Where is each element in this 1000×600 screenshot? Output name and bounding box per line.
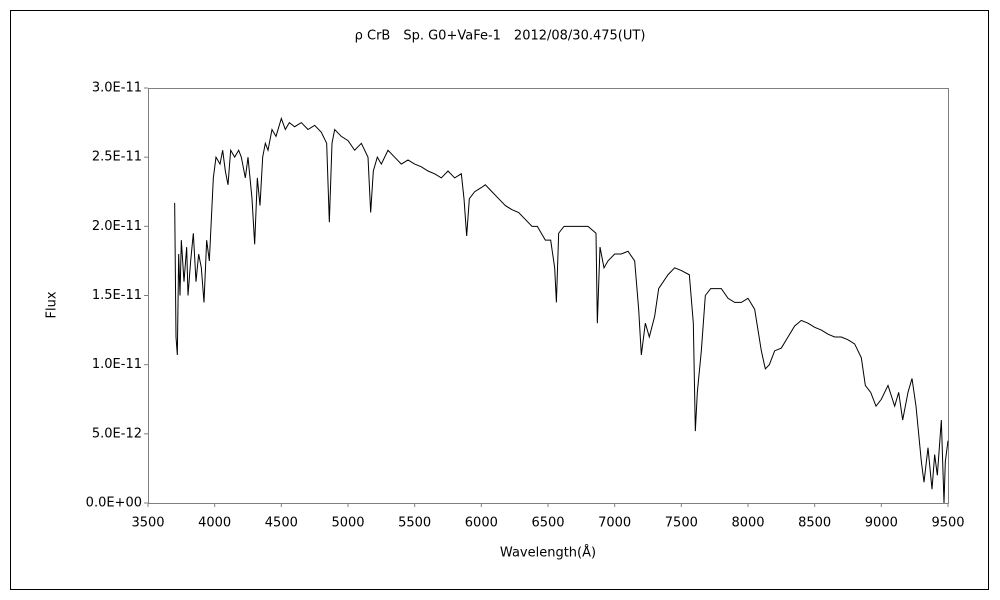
y-tick-label: 2.5E-11 xyxy=(92,150,142,165)
x-tick-label: 7000 xyxy=(598,516,631,531)
x-tick-label: 3500 xyxy=(131,516,164,531)
chart-title: ρ CrB Sp. G0+VaFe-1 2012/08/30.475(UT) xyxy=(355,29,646,44)
x-axis-label: Wavelength(Å) xyxy=(500,545,596,561)
x-tick-label: 4000 xyxy=(198,516,231,531)
x-tick-label: 9500 xyxy=(931,516,964,531)
x-tick-label: 8000 xyxy=(731,516,764,531)
spectrum-line xyxy=(174,116,949,504)
x-tick-label: 5500 xyxy=(398,516,431,531)
y-tick-label: 3.0E-11 xyxy=(92,81,142,96)
chart-border xyxy=(10,10,989,590)
x-tick-label: 4500 xyxy=(265,516,298,531)
y-axis-label: Flux xyxy=(45,291,60,318)
y-tick-label: 0.0E+00 xyxy=(86,496,142,511)
y-tick-label: 2.0E-11 xyxy=(92,219,142,234)
y-tick-label: 1.5E-11 xyxy=(92,288,142,303)
x-tick-label: 7500 xyxy=(665,516,698,531)
x-tick-label: 6000 xyxy=(465,516,498,531)
x-tick-label: 9000 xyxy=(865,516,898,531)
y-tick-label: 5.0E-12 xyxy=(92,426,142,441)
x-tick-label: 6500 xyxy=(531,516,564,531)
y-tick-label: 1.0E-11 xyxy=(92,357,142,372)
x-tick-label: 5000 xyxy=(331,516,364,531)
x-tick-label: 8500 xyxy=(798,516,831,531)
